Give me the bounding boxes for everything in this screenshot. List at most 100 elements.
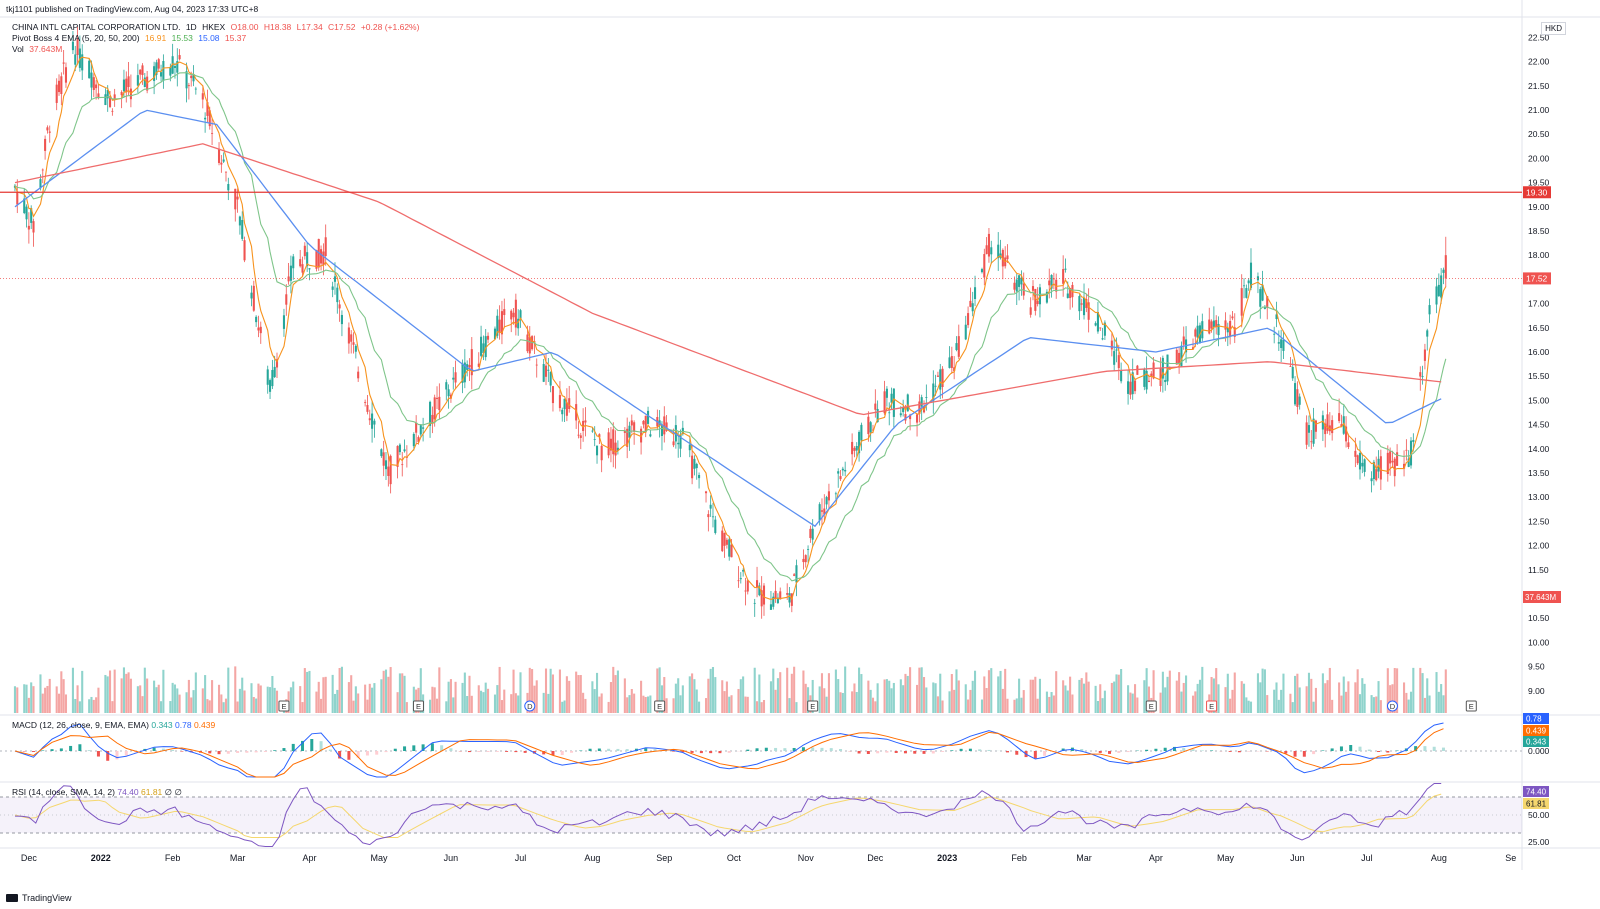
volume-bar — [303, 668, 306, 713]
volume-bar — [1127, 685, 1130, 713]
volume-bar — [1168, 670, 1171, 713]
volume-bar — [973, 670, 977, 713]
candle-body — [74, 54, 77, 65]
price-tick-label: 15.50 — [1528, 371, 1550, 381]
volume-bar — [306, 671, 309, 713]
volume-bar — [60, 671, 63, 713]
macd-hist-bar — [1015, 751, 1019, 755]
candle-body — [939, 369, 942, 390]
volume-bar — [1340, 695, 1343, 713]
volume-bar — [709, 668, 712, 713]
volume-bar — [851, 691, 854, 713]
candle-body — [211, 132, 214, 134]
volume-bar — [1289, 693, 1292, 713]
macd-hist-bar — [152, 747, 156, 751]
candle-body — [591, 430, 594, 432]
candle-body — [162, 61, 165, 81]
volume-bar — [1101, 698, 1104, 713]
volume-bar — [1405, 692, 1408, 713]
volume-bar — [396, 692, 399, 713]
volume-bar — [1185, 675, 1188, 713]
candle-body — [1280, 339, 1283, 349]
symbol-interval: 1D — [185, 22, 197, 32]
volume-bar — [1354, 682, 1357, 713]
candle-body — [1115, 349, 1118, 351]
candle-body — [1324, 423, 1327, 435]
volume-bar — [1117, 674, 1120, 713]
volume-bar — [315, 691, 318, 713]
candle-body — [609, 438, 612, 451]
volume-label-bg — [1523, 591, 1561, 603]
candle-body — [153, 66, 156, 81]
macd-hist-bar — [1061, 748, 1065, 751]
candle-body — [600, 445, 603, 461]
candle-body — [143, 77, 146, 88]
tradingview-footer[interactable]: TradingView — [6, 893, 72, 903]
rsi-tick-label: 50.00 — [1528, 810, 1550, 820]
candle-body — [292, 256, 295, 269]
macd-hist-bar — [1145, 749, 1149, 751]
candle-body — [227, 184, 230, 191]
macd-hist-bar — [375, 751, 379, 755]
candle-body — [1131, 372, 1134, 395]
macd-hist-bar — [421, 744, 425, 751]
volume-bar — [1229, 698, 1232, 713]
candle-body — [1312, 418, 1315, 444]
candle-body — [616, 447, 619, 451]
volume-bar — [1094, 685, 1097, 713]
candle-body — [127, 76, 130, 88]
volume-bar — [656, 668, 659, 713]
volume-bar — [1372, 697, 1375, 713]
volume-bar — [64, 694, 68, 713]
macd-hist-bar — [1339, 746, 1343, 751]
candle-body — [387, 466, 390, 476]
volume-bar — [598, 696, 601, 713]
price-tick-label: 21.00 — [1528, 105, 1550, 115]
macd-hist-bar — [245, 751, 249, 753]
time-axis-label: Dec — [21, 853, 38, 863]
volume-bar — [823, 688, 826, 713]
volume-bar — [292, 681, 295, 713]
currency-badge[interactable]: HKD — [1541, 22, 1566, 35]
candle-body — [1242, 285, 1246, 287]
volume-bar — [1291, 702, 1294, 713]
candle-body — [139, 69, 142, 75]
volume-bar — [825, 696, 828, 713]
volume-bar — [139, 685, 142, 713]
candle-body — [303, 245, 306, 257]
macd-hist-bar — [319, 741, 323, 751]
macd-hist-bar — [1237, 751, 1241, 753]
candles — [13, 26, 1447, 619]
macd-legend-label: MACD (12, 26, close, 9, EMA, EMA) — [12, 720, 149, 730]
volume-bar — [289, 687, 292, 713]
candle-body — [1421, 376, 1424, 378]
candle-body — [612, 429, 615, 455]
earnings-marker — [1465, 700, 1477, 712]
volume-bar — [1143, 680, 1146, 713]
volume-bar — [445, 701, 448, 713]
price-tick-label: 9.00 — [1528, 686, 1545, 696]
volume-bar — [125, 673, 128, 713]
candle-body — [419, 425, 422, 435]
volume-bar — [405, 702, 408, 713]
candle-body — [834, 493, 837, 495]
macd-hist-bar — [560, 751, 564, 756]
candle-body — [171, 56, 174, 74]
volume-bar — [795, 702, 798, 713]
candle-body — [324, 237, 327, 257]
macd-hist-bar — [78, 744, 82, 751]
volume-bar — [584, 698, 587, 713]
macd-hist-bar — [913, 751, 917, 754]
candle-body — [818, 504, 821, 521]
macd-hist-bar — [774, 747, 778, 751]
volume-bar — [366, 699, 369, 713]
volume-bar — [259, 685, 262, 713]
volume-bar — [224, 698, 228, 713]
volume-bar — [1022, 690, 1025, 713]
volume-bar — [1159, 692, 1162, 713]
earnings-marker — [1206, 700, 1218, 712]
candle-body — [704, 491, 708, 494]
candle-body — [208, 110, 211, 127]
volume-bar — [939, 673, 942, 713]
